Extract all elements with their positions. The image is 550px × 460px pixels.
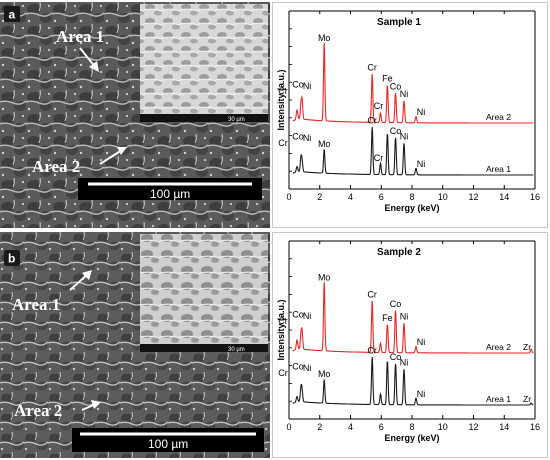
inset-scale: 30 µm [228,347,245,353]
peak-label: Ni [417,159,426,169]
inset-image [140,4,268,122]
peak-label: Fe [382,74,393,84]
x-tick-label: 6 [379,422,384,432]
peak-label: Ni [303,81,312,91]
peak-label: Cr [367,115,377,125]
peak-label: Ni [400,131,409,141]
peak-label: Cr [374,101,384,111]
scale-bar-box [72,428,264,452]
micrograph-b: 30 µm b Area 1 Area 2 100 µm [0,232,270,458]
area-label-1: Area 1 [12,295,60,314]
peak-label: Co [292,131,304,141]
eds-chart-1: 0 2 4 6 8 10 12 14 16 Energy (keV) Intensity (a.u.… [272,2,548,228]
inset-scale: 30 µm [228,117,245,123]
x-tick-label: 0 [286,192,291,202]
series-line-area-2 [292,282,534,354]
peak-label: Ni [303,363,312,373]
series-label: Area 1 [486,394,511,404]
peak-label: Co [390,299,402,309]
peak-label: Fe [382,313,393,323]
x-tick-label: 6 [379,192,384,202]
series-extra-label: Zr [523,394,531,404]
x-tick-label: 2 [317,422,322,432]
x-tick-label: 12 [468,422,478,432]
arrow-area-1 [69,273,89,291]
eds-svg-1: 0 2 4 6 8 10 12 14 16 Energy (keV) Intensity (a.u.… [276,10,540,213]
chart-title: Sample 2 [377,247,421,258]
x-tick-label: 14 [499,192,509,202]
x-tick-label: 4 [348,422,353,432]
peak-label: Cr [367,345,377,355]
arrow-area-2 [99,149,123,165]
peak-label: Ni [303,311,312,321]
peak-label: Ni [417,107,426,117]
x-tick-label: 10 [438,422,448,432]
eds-svg-2: 0 2 4 6 8 10 12 14 16 Energy (keV) Intensity (a.u.… [276,240,540,443]
area-label-2: Area 2 [14,401,62,420]
peak-label: Co [390,81,402,91]
peak-label: Mo [318,272,331,282]
peak-label: Co [390,352,402,362]
series-line-area-2 [292,42,534,124]
x-tick-label: 12 [468,192,478,202]
peak-label: Ni [303,133,312,143]
area-label-1: Area 1 [56,27,104,46]
scale-bar-label: 100 µm [148,437,188,451]
x-tick-label: 8 [409,192,414,202]
peak-label: Ni [417,389,426,399]
series-line-area-1 [292,126,534,176]
peak-label: Mo [318,369,331,379]
eds-chart-2: 0 2 4 6 8 10 12 14 16 Energy (keV) Intensity (a.u.… [272,232,548,458]
y-axis-label: Intensity (a.u.) [276,69,286,130]
peak-label: Co [390,126,402,136]
peak-label: Co [292,309,304,319]
peak-label: Cr [278,86,288,96]
scale-bar-label: 100 µm [150,187,190,201]
peak-label: Ni [400,357,409,367]
x-tick-label: 16 [530,192,540,202]
inset-image [140,234,268,352]
micrograph-a: 30 µm a Area 1 Area 2 100 µm [0,2,270,228]
panel-letter: b [8,252,15,266]
x-axis-label: Energy (keV) [384,433,439,443]
peak-label: Co [292,361,304,371]
peak-label: Cr [374,153,384,163]
x-tick-label: 4 [348,192,353,202]
peak-label: Mo [318,33,331,43]
peak-label: Mo [318,139,331,149]
peak-label: Cr [278,316,288,326]
series-label: Area 2 [486,342,511,352]
peak-label: Cr [278,138,288,148]
peak-label: Cr [367,290,377,300]
x-tick-label: 10 [438,192,448,202]
x-axis-label: Energy (keV) [384,203,439,213]
peak-label: Ni [400,311,409,321]
peak-label: Cr [278,368,288,378]
x-tick-label: 0 [286,422,291,432]
series-label: Area 2 [486,112,511,122]
x-tick-label: 8 [409,422,414,432]
peak-label: Ni [400,89,409,99]
y-axis-label: Intensity (a.u.) [276,299,286,360]
peak-label: Ni [417,337,426,347]
x-tick-label: 2 [317,192,322,202]
peak-label: Co [292,79,304,89]
peak-label: Cr [367,63,377,73]
series-label: Area 1 [486,164,511,174]
series-extra-label: Zr [523,342,531,352]
panel-letter: a [9,8,16,22]
x-tick-label: 16 [530,422,540,432]
series-line-area-1 [292,356,534,406]
x-tick-label: 14 [499,422,509,432]
area-label-2: Area 2 [32,157,80,176]
chart-title: Sample 1 [377,17,421,28]
